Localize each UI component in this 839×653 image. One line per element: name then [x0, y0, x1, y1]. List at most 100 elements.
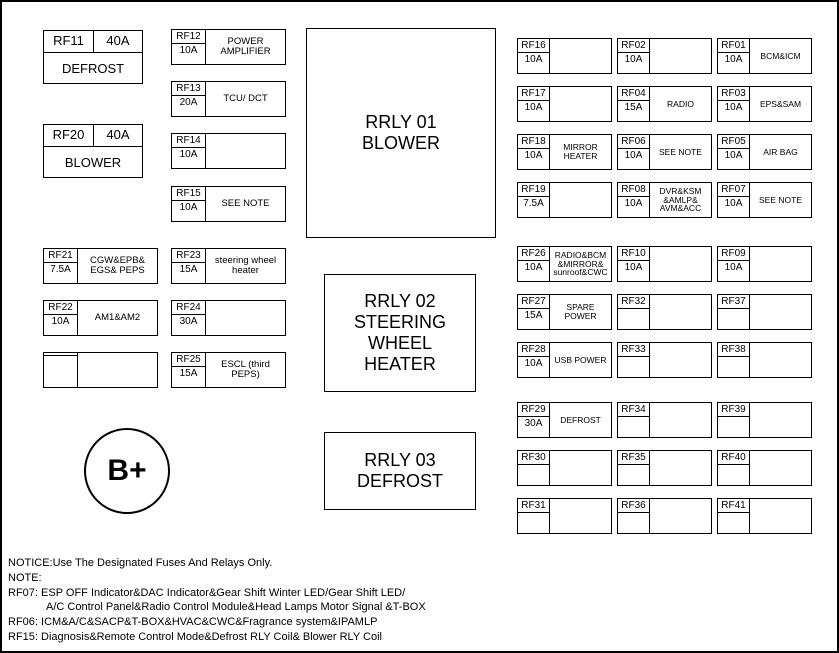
- fuse-diagram: RF11 40A DEFROST RF20 40A BLOWER RF12 10A…: [0, 0, 839, 653]
- fuse-rf18: RF1810AMIRROR HEATER: [517, 134, 612, 170]
- fuse-rf22: RF2210AAM1&AM2: [43, 300, 158, 336]
- fuse-rf13: RF1320ATCU/ DCT: [171, 81, 286, 117]
- fuse-amp: 20A: [172, 96, 205, 109]
- fuse-id: RF19: [518, 183, 549, 197]
- fuse-id: RF06: [618, 135, 649, 149]
- fuse-amp: [618, 513, 649, 515]
- fuse-id: RF23: [172, 249, 205, 263]
- notice-line: NOTICE:Use The Designated Fuses And Rela…: [8, 556, 498, 571]
- fuse-id: RF22: [44, 301, 77, 315]
- fuse-label: SPARE POWER: [550, 295, 611, 329]
- fuse-label: [650, 247, 711, 281]
- fuse-label: SEE NOTE: [650, 135, 711, 169]
- fuse-rf28: RF2810AUSB POWER: [517, 342, 612, 378]
- fuse-label: TCU/ DCT: [206, 82, 285, 116]
- fuse-label: [206, 134, 285, 168]
- fuse-id: RF05: [718, 135, 749, 149]
- fuse-amp: 40A: [94, 125, 142, 146]
- fuse-amp: 15A: [172, 263, 205, 276]
- fuse-label: BLOWER: [44, 147, 142, 179]
- notes-block: NOTICE:Use The Designated Fuses And Rela…: [8, 556, 498, 645]
- fuse-label: MIRROR HEATER: [550, 135, 611, 169]
- fuse-id: RF25: [172, 353, 205, 367]
- fuse-rf32: RF32: [617, 294, 712, 330]
- fuse-id: RF40: [718, 451, 749, 465]
- fuse-rf24: RF2430A: [171, 300, 286, 336]
- fuse-label: RADIO&BCM &MIRROR& sunroof&CWC: [550, 247, 611, 281]
- fuse-rf01: RF0110ABCM&ICM: [717, 38, 812, 74]
- fuse-amp: 10A: [618, 197, 649, 210]
- fuse-rf25: RF2515AESCL (third PEPS): [171, 352, 286, 388]
- relay-rrly01: RRLY 01 BLOWER: [306, 28, 496, 238]
- fuse-amp: [618, 417, 649, 419]
- fuse-amp: 10A: [618, 261, 649, 274]
- fuse-id: RF13: [172, 82, 205, 96]
- b-plus-label: B+: [107, 454, 146, 488]
- fuse-id: RF29: [518, 403, 549, 417]
- fuse-rf02: RF0210A: [617, 38, 712, 74]
- fuse-label: [650, 295, 711, 329]
- fuse-label: [650, 451, 711, 485]
- fuse-amp: 10A: [718, 149, 749, 162]
- fuse-id: RF32: [618, 295, 649, 309]
- fuse-amp: [518, 513, 549, 515]
- fuse-rf14: RF1410A: [171, 133, 286, 169]
- fuse-id: RF18: [518, 135, 549, 149]
- fuse-amp: [718, 513, 749, 515]
- fuse-label: POWER AMPLIFIER: [206, 30, 285, 64]
- fuse-label: [650, 343, 711, 377]
- fuse-amp: 40A: [94, 31, 142, 52]
- fuse-label: SEE NOTE: [750, 183, 811, 217]
- fuse-label: [650, 39, 711, 73]
- fuse-id: RF27: [518, 295, 549, 309]
- fuse-id: RF26: [518, 247, 549, 261]
- fuse-label: [550, 87, 611, 121]
- fuse-label: [550, 499, 611, 533]
- fuse-amp: 30A: [172, 315, 205, 328]
- fuse-id: RF16: [518, 39, 549, 53]
- fuse-amp: 15A: [518, 309, 549, 322]
- fuse-rf17: RF1710A: [517, 86, 612, 122]
- fuse-id: RF39: [718, 403, 749, 417]
- fuse-rf38: RF38: [717, 342, 812, 378]
- fuse-rf35: RF35: [617, 450, 712, 486]
- fuse-label: [750, 451, 811, 485]
- fuse-rf31: RF31: [517, 498, 612, 534]
- fuse-rf04: RF0415ARADIO: [617, 86, 712, 122]
- fuse-amp: 10A: [172, 201, 205, 214]
- fuse-id: RF10: [618, 247, 649, 261]
- fuse-amp: 10A: [718, 197, 749, 210]
- fuse-amp: 10A: [518, 149, 549, 162]
- fuse-rf07: RF0710ASEE NOTE: [717, 182, 812, 218]
- fuse-amp: 10A: [518, 101, 549, 114]
- fuse-rf20: RF20 40A BLOWER: [43, 124, 143, 178]
- fuse-rf11: RF11 40A DEFROST: [43, 30, 143, 84]
- fuse-amp: 10A: [718, 53, 749, 66]
- fuse-id: RF01: [718, 39, 749, 53]
- fuse-label: [550, 451, 611, 485]
- fuse-id: RF12: [172, 30, 205, 44]
- fuse-id: RF08: [618, 183, 649, 197]
- fuse-label: [750, 499, 811, 533]
- fuse-amp: [718, 465, 749, 467]
- fuse-amp: 10A: [518, 357, 549, 370]
- fuse-amp: [718, 357, 749, 359]
- fuse-amp: [44, 356, 77, 358]
- fuse-amp: 10A: [718, 101, 749, 114]
- fuse-rf41: RF41: [717, 498, 812, 534]
- fuse-amp: 15A: [172, 367, 205, 380]
- fuse-id: RF31: [518, 499, 549, 513]
- fuse-amp: [718, 309, 749, 311]
- note-text: ESP OFF Indicator&DAC Indicator&Gear Shi…: [41, 587, 405, 599]
- fuse-rf29: RF2930ADEFROST: [517, 402, 612, 438]
- fuse-rf33: RF33: [617, 342, 712, 378]
- fuse-rf05: RF0510AAIR BAG: [717, 134, 812, 170]
- fuse-amp: [518, 465, 549, 467]
- fuse-label: USB POWER: [550, 343, 611, 377]
- fuse-label: DVR&KSM &AMLP& AVM&ACC: [650, 183, 711, 217]
- fuse-amp: 10A: [618, 149, 649, 162]
- fuse-rf30: RF30: [517, 450, 612, 486]
- fuse-label: [650, 499, 711, 533]
- fuse-amp: [718, 417, 749, 419]
- fuse-id: RF34: [618, 403, 649, 417]
